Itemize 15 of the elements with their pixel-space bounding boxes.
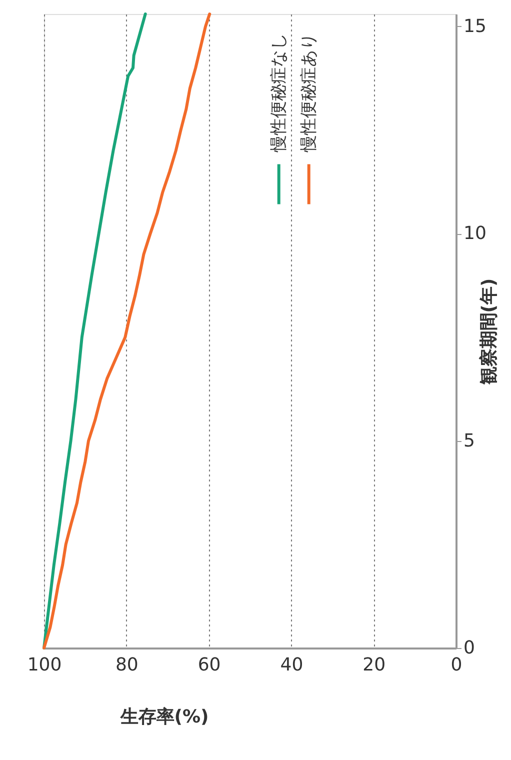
y-tick-label: 5 [464,430,475,452]
x-axis-title: 生存率(%) [119,706,209,728]
line-series [42,12,147,650]
x-tick-label: 100 [27,654,62,676]
y-tick-label: 10 [464,223,486,244]
line-series [42,12,212,650]
x-tick-label: 80 [115,654,138,676]
y-tick-label: 0 [464,638,475,658]
x-tick-label: 40 [280,654,304,676]
x-tick-label: 20 [362,654,386,676]
text: 慢性便秘症あり [298,33,319,154]
text: 慢性便秘症なし [268,33,289,154]
y-tick-label: 15 [464,16,486,37]
y-axis-title: 観察期間(年) [478,278,500,386]
x-tick-label: 60 [198,654,221,676]
